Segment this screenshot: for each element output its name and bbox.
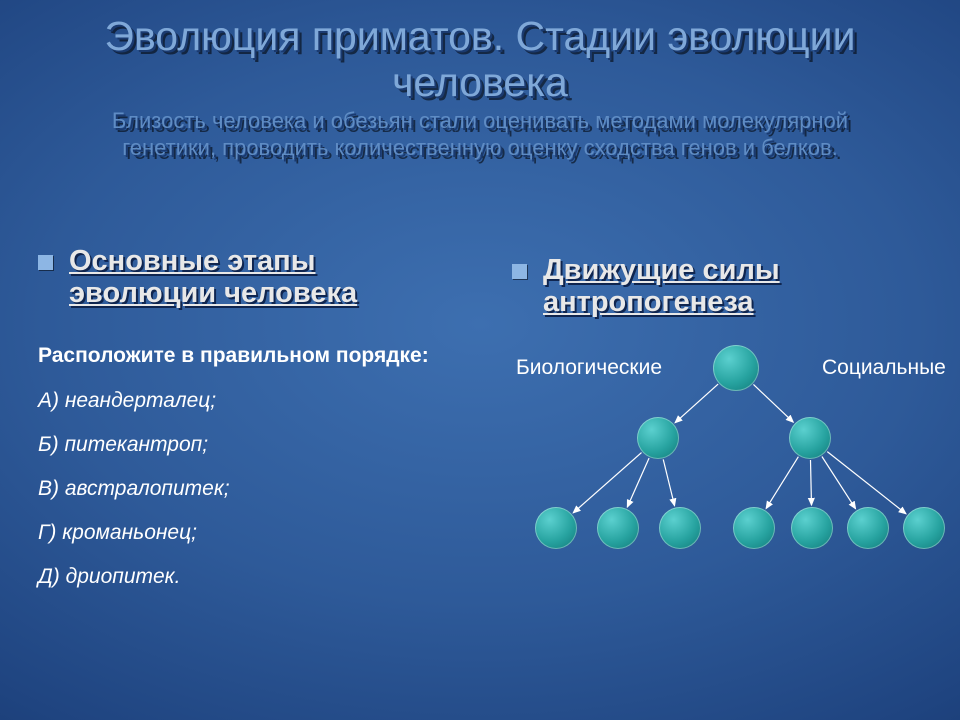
- tree-node-root: [713, 345, 759, 391]
- tree-node-s4: [903, 507, 945, 549]
- option-e: Д) дриопитек.: [38, 565, 468, 589]
- tree-edge-soc-s1: [766, 457, 798, 509]
- left-heading: Основные этапы эволюции человека: [69, 245, 468, 310]
- tree-edge-bio-b3: [663, 459, 674, 505]
- option-c: В) австралопитек;: [38, 477, 468, 501]
- bullet-square-icon: [512, 264, 527, 279]
- tree-edge-soc-s3: [822, 456, 856, 508]
- tree-edge-soc-s2: [810, 460, 811, 505]
- option-a: А) неандерталец;: [38, 389, 468, 413]
- tree-node-b2: [597, 507, 639, 549]
- tree-edge-root-bio: [675, 384, 718, 423]
- tree-edge-bio-b1: [573, 453, 641, 513]
- slide-subtitle: Близость человека и обезьян стали оценив…: [40, 108, 920, 162]
- tree-edge-root-soc: [753, 384, 793, 422]
- option-b: Б) питекантроп;: [38, 433, 468, 457]
- right-heading-row: Движущие силы антропогенеза Движущие сил…: [512, 254, 932, 319]
- right-heading: Движущие силы антропогенеза: [543, 254, 932, 319]
- tree-diagram: Биологические Социальные: [498, 340, 938, 590]
- tree-label-biological: Биологические: [516, 356, 662, 380]
- tree-node-s3: [847, 507, 889, 549]
- right-column: Движущие силы антропогенеза Движущие сил…: [512, 254, 932, 319]
- bullet-square-icon: [38, 255, 53, 270]
- slide: Эволюция приматов. Стадии эволюции челов…: [0, 0, 960, 720]
- tree-node-soc: [789, 417, 831, 459]
- tree-label-social: Социальные: [822, 356, 946, 380]
- tree-edge-bio-b2: [627, 458, 649, 507]
- tree-node-s2: [791, 507, 833, 549]
- left-heading-row: Основные этапы эволюции человека Основны…: [38, 245, 468, 310]
- instruction-text: Расположите в правильном порядке:: [38, 344, 468, 369]
- left-column: Основные этапы эволюции человека Основны…: [38, 245, 468, 589]
- slide-title: Эволюция приматов. Стадии эволюции челов…: [40, 14, 920, 106]
- tree-node-b3: [659, 507, 701, 549]
- tree-edge-soc-s4: [827, 452, 906, 514]
- title-front: Эволюция приматов. Стадии эволюции челов…: [0, 14, 960, 161]
- tree-node-s1: [733, 507, 775, 549]
- tree-node-bio: [637, 417, 679, 459]
- option-d: Г) кроманьонец;: [38, 521, 468, 545]
- options-list: А) неандерталец; Б) питекантроп; В) авст…: [38, 389, 468, 589]
- tree-node-b1: [535, 507, 577, 549]
